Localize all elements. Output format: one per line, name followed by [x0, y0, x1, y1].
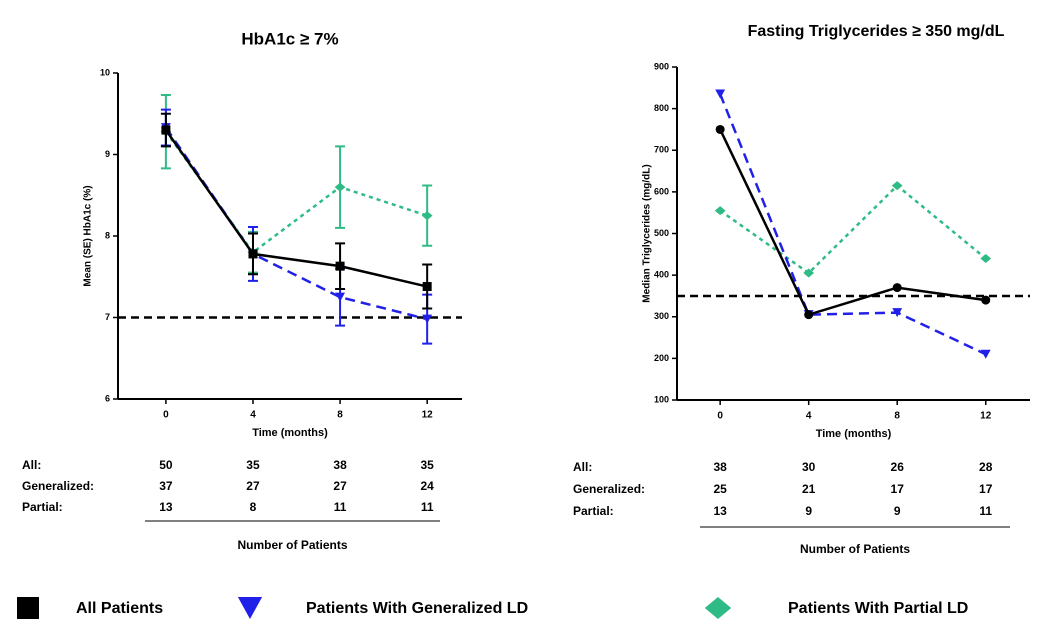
- y-axis-label: Mean (SE) HbA1c (%): [83, 185, 94, 286]
- x-tick-label: 4: [806, 411, 812, 422]
- data-point: [334, 182, 346, 192]
- series-line: [164, 129, 428, 288]
- patient-count: 9: [894, 504, 901, 518]
- y-tick-label: 900: [654, 61, 669, 71]
- data-point: [335, 261, 345, 271]
- data-point: [422, 282, 432, 292]
- patient-count: 11: [334, 500, 347, 514]
- data-point: [980, 349, 991, 359]
- x-tick-label: 12: [422, 410, 434, 421]
- data-point: [892, 283, 902, 293]
- patient-count: 25: [713, 482, 727, 496]
- patient-count: 35: [420, 458, 434, 472]
- y-tick-label: 700: [654, 145, 669, 155]
- data-point: [161, 125, 171, 135]
- chart-title: HbA1c ≥ 7%: [241, 29, 338, 48]
- patient-count: 24: [420, 479, 434, 493]
- data-point: [714, 206, 726, 216]
- series-line: [718, 93, 987, 356]
- patient-count: 35: [246, 458, 260, 472]
- x-tick-label: 8: [894, 411, 900, 422]
- patient-count: 38: [713, 460, 727, 474]
- data-point: [248, 249, 258, 259]
- patient-count: 27: [333, 479, 347, 493]
- y-tick-label: 300: [654, 311, 669, 321]
- patient-count: 17: [979, 482, 993, 496]
- x-axis-label: Time (months): [252, 427, 328, 439]
- y-tick-label: 200: [654, 353, 669, 363]
- data-point: [335, 292, 346, 302]
- row-label: Generalized:: [22, 479, 94, 493]
- x-tick-label: 4: [250, 410, 256, 421]
- patient-count: 28: [979, 460, 993, 474]
- patient-count: 13: [713, 504, 727, 518]
- y-tick-label: 7: [105, 312, 110, 322]
- data-point: [804, 310, 814, 320]
- y-tick-label: 400: [654, 270, 669, 280]
- x-tick-label: 12: [980, 411, 992, 422]
- data-point: [980, 253, 992, 263]
- series-line: [164, 126, 428, 321]
- y-tick-label: 6: [105, 393, 110, 403]
- x-tick-label: 0: [717, 411, 723, 422]
- row-label: Generalized:: [573, 482, 645, 496]
- data-point: [421, 211, 433, 221]
- series-line: [719, 128, 986, 317]
- legend-marker: [704, 597, 732, 619]
- legend-marker: [237, 597, 263, 619]
- row-label: All:: [22, 458, 41, 472]
- patient-count: 37: [159, 479, 173, 493]
- patient-count: 11: [421, 500, 434, 514]
- data-point: [803, 268, 815, 278]
- row-label: Partial:: [22, 500, 63, 514]
- data-point: [892, 308, 903, 318]
- x-axis-label: Time (months): [816, 428, 892, 440]
- data-point: [891, 181, 903, 191]
- y-axis-label: Median Triglycerides (mg/dL): [642, 164, 653, 302]
- row-label: All:: [573, 460, 592, 474]
- patient-count: 9: [805, 504, 812, 518]
- patient-count: 26: [891, 460, 905, 474]
- patient-count: 27: [246, 479, 260, 493]
- row-label: Partial:: [573, 504, 614, 518]
- y-tick-label: 800: [654, 103, 669, 113]
- patient-count: 30: [802, 460, 816, 474]
- patient-count: 8: [250, 500, 257, 514]
- data-point: [715, 124, 725, 134]
- legend-marker: [17, 597, 39, 619]
- x-tick-label: 8: [337, 410, 343, 421]
- data-point: [422, 314, 433, 324]
- table-title: Number of Patients: [237, 538, 347, 552]
- series-line: [164, 130, 428, 255]
- y-tick-label: 8: [105, 230, 110, 240]
- y-tick-label: 500: [654, 228, 669, 238]
- x-tick-label: 0: [163, 410, 169, 421]
- legend-label: Patients With Generalized LD: [306, 600, 528, 617]
- patient-count: 21: [802, 482, 816, 496]
- legend-label: All Patients: [76, 600, 163, 617]
- y-tick-label: 100: [654, 394, 669, 404]
- table-title: Number of Patients: [800, 542, 910, 556]
- legend-label: Patients With Partial LD: [788, 600, 968, 617]
- patient-count: 13: [159, 500, 173, 514]
- chart-title: Fasting Triglycerides ≥ 350 mg/dL: [748, 23, 1005, 40]
- y-tick-label: 600: [654, 186, 669, 196]
- data-point: [715, 89, 726, 99]
- patient-count: 17: [891, 482, 905, 496]
- patient-count: 38: [333, 458, 347, 472]
- y-tick-label: 9: [105, 149, 110, 159]
- y-tick-label: 10: [100, 67, 110, 77]
- data-point: [981, 295, 991, 305]
- patient-count: 11: [979, 504, 992, 518]
- patient-count: 50: [159, 458, 173, 472]
- series-line: [719, 183, 987, 275]
